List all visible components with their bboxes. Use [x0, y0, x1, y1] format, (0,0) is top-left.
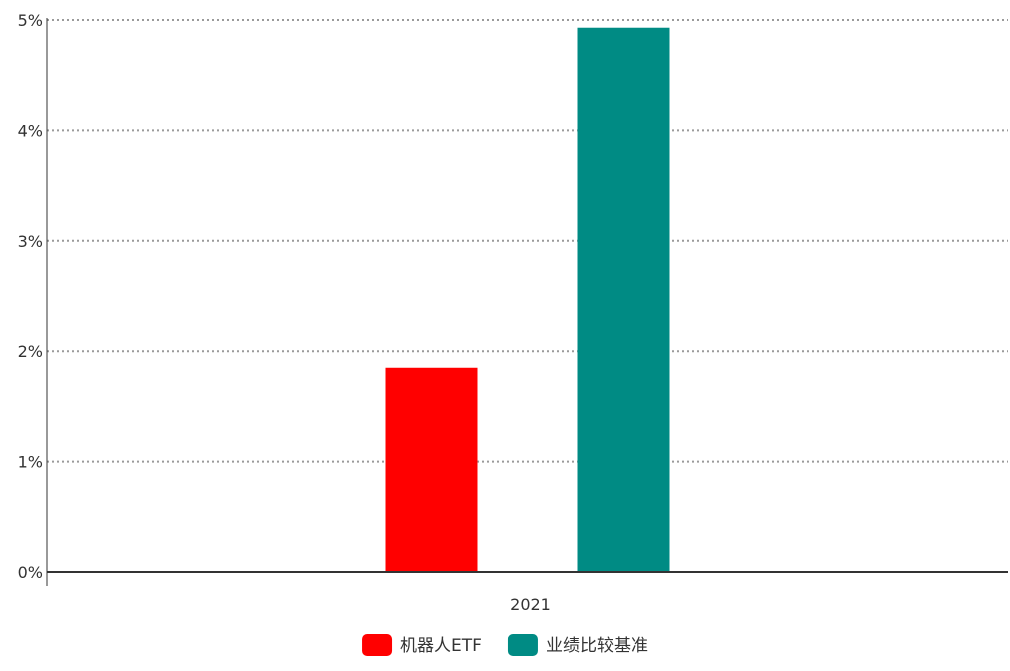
legend-swatch-0: [362, 634, 393, 656]
y-tick-label: 0%: [18, 563, 43, 582]
axis-layer: 0% 1% 2% 3% 4% 5% 2021: [18, 11, 1008, 614]
y-tick-label: 5%: [18, 11, 43, 30]
y-tick-label: 2%: [18, 342, 43, 361]
x-tick-label: 2021: [510, 595, 551, 614]
legend: 机器人ETF 业绩比较基准: [362, 634, 648, 656]
legend-label-0: 机器人ETF: [400, 636, 482, 656]
legend-label-1: 业绩比较基准: [546, 636, 648, 656]
legend-swatch-1: [507, 634, 538, 656]
bar-1: [577, 27, 670, 572]
grid-layer: [47, 19, 1008, 463]
y-tick-label: 4%: [18, 121, 43, 140]
bar-0: [385, 367, 478, 572]
bar-layer: [385, 27, 670, 572]
y-tick-label: 3%: [18, 232, 43, 251]
y-tick-label: 1%: [18, 453, 43, 472]
